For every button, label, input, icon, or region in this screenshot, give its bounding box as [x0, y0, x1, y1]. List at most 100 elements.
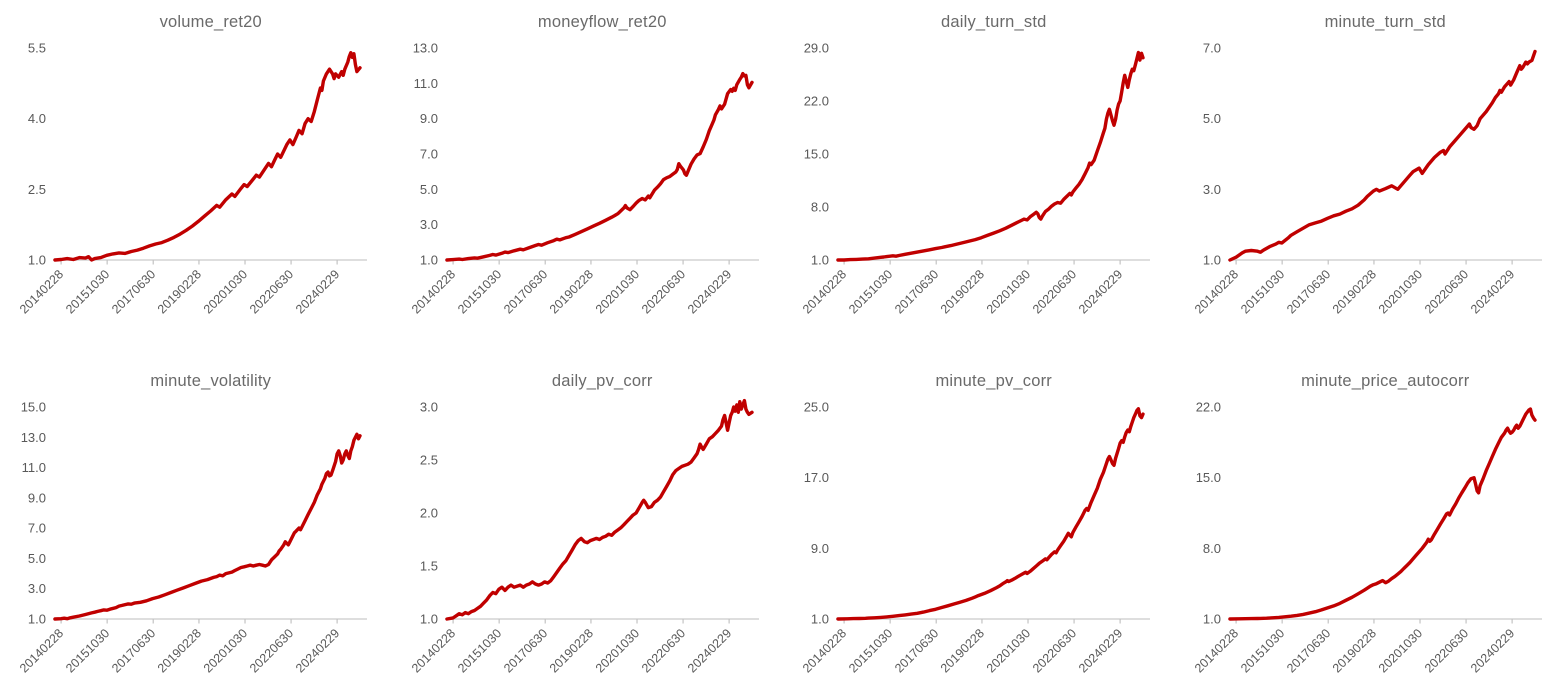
svg-text:20220630: 20220630 — [247, 267, 296, 316]
svg-text:20190228: 20190228 — [546, 267, 595, 316]
svg-text:20151030: 20151030 — [1238, 267, 1287, 316]
svg-text:22.0: 22.0 — [804, 94, 829, 109]
svg-text:13.0: 13.0 — [21, 430, 46, 445]
svg-text:20151030: 20151030 — [455, 267, 504, 316]
svg-text:20240229: 20240229 — [1468, 267, 1517, 316]
svg-text:20220630: 20220630 — [247, 626, 296, 675]
svg-text:7.0: 7.0 — [419, 147, 437, 162]
svg-text:22.0: 22.0 — [1195, 400, 1220, 415]
svg-text:9.0: 9.0 — [811, 541, 829, 556]
svg-text:1.0: 1.0 — [811, 253, 829, 268]
svg-text:20140228: 20140228 — [1191, 626, 1240, 675]
svg-text:20190228: 20190228 — [1329, 267, 1378, 316]
svg-text:20240229: 20240229 — [1076, 626, 1125, 675]
svg-text:1.0: 1.0 — [419, 253, 437, 268]
svg-text:20140228: 20140228 — [408, 267, 457, 316]
svg-text:20170630: 20170630 — [1284, 626, 1333, 675]
svg-text:2.5: 2.5 — [28, 182, 46, 197]
chart-title: volume_ret20 — [159, 13, 262, 31]
chart-title: minute_price_autocorr — [1301, 372, 1470, 390]
svg-text:20201030: 20201030 — [1375, 626, 1424, 675]
chart-panel-moneyflow-ret20: moneyflow_ret20 20140228 20151030 20170630… — [392, 0, 784, 349]
line-chart-canvas: 2014022820151030201706302019022820201030… — [1191, 400, 1542, 675]
svg-text:20240229: 20240229 — [1076, 267, 1125, 316]
chart-panel-minute-pv-corr: minute_pv_corr 20140228 20151030 20170630 2… — [783, 349, 1175, 699]
svg-text:8.0: 8.0 — [1202, 541, 1220, 556]
svg-text:20151030: 20151030 — [846, 626, 895, 675]
svg-text:20220630: 20220630 — [638, 626, 687, 675]
svg-text:20151030: 20151030 — [455, 626, 504, 675]
chart-title: minute_volatility — [150, 372, 272, 390]
svg-text:15.0: 15.0 — [21, 400, 46, 415]
line-chart-canvas: 2014022820151030201706302019022820201030… — [17, 41, 367, 316]
chart-panel-volume-ret20: volume_ret20 20140228 20151030 20170630 201… — [0, 0, 392, 349]
svg-text:20201030: 20201030 — [1375, 267, 1424, 316]
svg-text:20170630: 20170630 — [892, 626, 941, 675]
svg-text:9.0: 9.0 — [28, 490, 46, 505]
svg-text:20240229: 20240229 — [685, 267, 734, 316]
svg-text:17.0: 17.0 — [804, 470, 829, 485]
svg-text:20201030: 20201030 — [201, 267, 250, 316]
svg-text:2.5: 2.5 — [419, 453, 437, 468]
svg-text:20220630: 20220630 — [1030, 626, 1079, 675]
svg-text:11.0: 11.0 — [22, 460, 46, 475]
svg-text:5.0: 5.0 — [419, 182, 437, 197]
chart-panel-minute-turn-std: minute_turn_std 20140228 20151030 20170630… — [1175, 0, 1566, 349]
svg-text:20151030: 20151030 — [63, 267, 112, 316]
svg-text:13.0: 13.0 — [412, 41, 437, 56]
svg-text:15.0: 15.0 — [804, 147, 829, 162]
svg-text:20190228: 20190228 — [155, 267, 204, 316]
svg-text:20140228: 20140228 — [17, 267, 66, 316]
svg-text:20151030: 20151030 — [1238, 626, 1287, 675]
svg-text:1.0: 1.0 — [28, 253, 46, 268]
svg-text:20170630: 20170630 — [109, 267, 158, 316]
svg-text:9.0: 9.0 — [419, 111, 437, 126]
svg-text:1.0: 1.0 — [1202, 612, 1220, 627]
svg-text:20220630: 20220630 — [638, 267, 687, 316]
svg-text:20240229: 20240229 — [1468, 626, 1517, 675]
svg-text:20220630: 20220630 — [1030, 267, 1079, 316]
svg-text:20201030: 20201030 — [984, 626, 1033, 675]
svg-text:1.0: 1.0 — [811, 612, 829, 627]
chart-title: moneyflow_ret20 — [537, 13, 667, 31]
svg-text:5.0: 5.0 — [28, 551, 46, 566]
svg-text:5.5: 5.5 — [28, 41, 46, 56]
svg-text:20151030: 20151030 — [63, 626, 112, 675]
svg-text:1.0: 1.0 — [419, 612, 437, 627]
svg-text:1.5: 1.5 — [419, 559, 437, 574]
chart-panel-daily-turn-std: daily_turn_std 20140228 20151030 20170630 2… — [783, 0, 1175, 349]
svg-text:20190228: 20190228 — [546, 626, 595, 675]
svg-text:20201030: 20201030 — [592, 267, 641, 316]
svg-text:20140228: 20140228 — [1191, 267, 1240, 316]
svg-text:20140228: 20140228 — [800, 267, 849, 316]
svg-text:3.0: 3.0 — [28, 581, 46, 596]
chart-title: daily_turn_std — [940, 13, 1047, 31]
chart-panel-daily-pv-corr: daily_pv_corr 20140228 20151030 20170630 20… — [392, 349, 784, 699]
line-chart-canvas: 2014022820151030201706302019022820201030… — [17, 400, 367, 675]
svg-text:20170630: 20170630 — [501, 267, 550, 316]
svg-text:11.0: 11.0 — [413, 76, 437, 91]
svg-text:3.0: 3.0 — [419, 217, 437, 232]
svg-text:20190228: 20190228 — [1329, 626, 1378, 675]
svg-text:29.0: 29.0 — [804, 41, 829, 56]
svg-text:4.0: 4.0 — [28, 111, 46, 126]
svg-text:20240229: 20240229 — [685, 626, 734, 675]
svg-text:3.0: 3.0 — [1202, 182, 1220, 197]
chart-title: minute_turn_std — [1324, 13, 1446, 31]
svg-text:20151030: 20151030 — [846, 267, 895, 316]
svg-text:25.0: 25.0 — [804, 400, 829, 415]
svg-text:8.0: 8.0 — [811, 200, 829, 215]
svg-text:20190228: 20190228 — [938, 626, 987, 675]
svg-text:20170630: 20170630 — [1284, 267, 1333, 316]
svg-text:20201030: 20201030 — [201, 626, 250, 675]
svg-text:20201030: 20201030 — [984, 267, 1033, 316]
svg-text:1.0: 1.0 — [1202, 253, 1220, 268]
line-chart-canvas: 2014022820151030201706302019022820201030… — [408, 398, 759, 675]
svg-text:20240229: 20240229 — [293, 626, 342, 675]
line-chart-canvas: 2014022820151030201706302019022820201030… — [800, 41, 1150, 316]
svg-text:20140228: 20140228 — [800, 626, 849, 675]
svg-text:2.0: 2.0 — [419, 506, 437, 521]
line-chart-canvas: 2014022820151030201706302019022820201030… — [408, 41, 759, 316]
svg-text:20220630: 20220630 — [1421, 626, 1470, 675]
